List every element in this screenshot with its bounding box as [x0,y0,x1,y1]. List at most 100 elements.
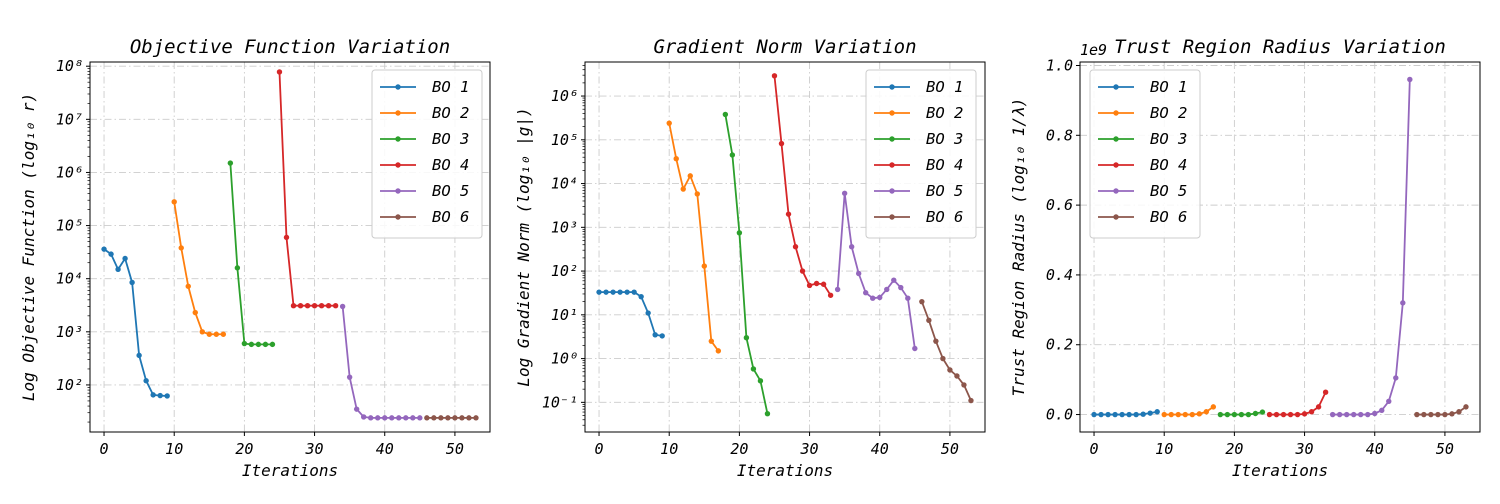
legend-label-bo5: BO 5 [1150,182,1187,200]
data-point-bo4 [827,292,834,298]
data-point-bo4 [778,140,785,147]
series-line-bo4 [773,75,832,296]
data-point-bo3 [743,335,750,341]
data-point-bo5 [382,415,388,421]
x-tick-label: 20 [235,440,253,458]
data-point-bo1 [1119,411,1125,418]
data-point-bo5 [1372,410,1378,417]
data-point-bo3 [234,265,241,271]
legend-label-bo6: BO 6 [432,208,469,226]
y-tick-label: 10⁴ [551,175,578,193]
legend-label-bo4: BO 4 [926,156,963,174]
x-tick-label: 40 [376,440,394,458]
data-point-bo3 [736,230,743,236]
data-point-bo5 [870,295,876,301]
data-point-bo6 [431,415,437,421]
data-point-bo4 [283,234,290,241]
data-point-bo2 [666,120,672,126]
data-point-bo2 [199,329,205,335]
series-line-bo1 [1094,410,1158,416]
data-point-bo2 [206,331,212,337]
y-tick-label: 10⁻¹ [542,393,578,411]
legend-label-bo3: BO 3 [1150,130,1187,148]
legend-label-bo2: BO 2 [926,104,963,122]
legend-marker-bo5 [889,188,895,194]
y-tick-label: 10⁷ [56,110,83,128]
y-tick-label: 0.8 [1046,126,1073,144]
data-point-bo1 [157,392,163,399]
axes-frame [1079,61,1481,433]
data-point-bo4 [771,73,778,79]
legend-marker-bo4 [395,162,401,168]
legend-marker-bo6 [1113,214,1119,220]
data-point-bo2 [1182,411,1188,418]
data-point-bo5 [898,284,904,291]
x-tick-label: 10 [1155,440,1173,458]
data-point-bo1 [596,289,602,295]
y-tick-label: 10⁶ [551,87,578,105]
series-line-bo1 [599,291,663,337]
data-point-bo6 [1463,404,1469,410]
legend-marker-bo5 [395,188,401,194]
legend-marker-bo3 [889,136,895,142]
data-point-bo1 [115,266,121,273]
y-tick-label: 10⁵ [56,217,83,235]
legend-marker-bo3 [1113,136,1119,142]
data-point-bo6 [1442,411,1448,418]
data-point-bo5 [884,286,890,293]
legend-label-bo3: BO 3 [926,130,963,148]
y-tick-label: 10⁸ [56,57,83,75]
series-line-bo5 [341,306,420,419]
data-point-bo2 [694,191,700,197]
legend-marker-bo6 [395,214,401,220]
y-tick-label: 10² [551,262,578,280]
data-point-bo1 [659,333,665,339]
data-point-bo3 [269,341,276,348]
data-point-bo4 [297,303,304,309]
data-point-bo4 [311,303,318,309]
legend-label-bo1: BO 1 [1150,78,1187,96]
y-offset-label: 1e9 [1080,41,1107,59]
series-line-bo1 [103,248,168,397]
data-point-bo3 [1231,411,1238,418]
data-point-bo6 [968,397,974,404]
data-point-bo6 [1414,411,1420,418]
data-point-bo5 [877,294,883,301]
data-point-bo6 [933,338,939,344]
data-point-bo6 [961,382,967,388]
y-tick-label: 0.4 [1046,266,1073,284]
data-point-bo2 [1175,411,1181,418]
data-point-bo2 [1161,411,1167,418]
x-axis-label: Iterations [242,461,338,480]
data-point-bo3 [241,340,248,347]
y-tick-label: 10¹ [551,306,578,324]
data-point-bo5 [375,415,381,421]
x-tick-label: 0 [1090,440,1099,458]
data-point-bo3 [227,160,234,166]
chart-1: 0 10 20 30 40 50 10² 10³ 10⁴ 10⁵ 10⁶ 10⁷ 10⁸ Objectiv… [19,36,491,480]
legend-label-bo1: BO 1 [926,78,963,96]
x-tick-label: 40 [871,440,889,458]
data-point-bo5 [1350,411,1357,418]
data-point-bo6 [424,415,430,421]
legend-label-bo4: BO 4 [1150,156,1187,174]
legend-marker-bo1 [1113,84,1119,90]
data-point-bo4 [1273,411,1280,418]
data-point-bo3 [1238,411,1245,418]
data-point-bo3 [1252,410,1259,417]
data-point-bo6 [954,373,960,379]
data-point-bo3 [757,378,764,384]
data-point-bo3 [764,411,771,417]
data-point-bo6 [459,415,465,421]
data-point-bo2 [708,338,715,344]
data-point-bo4 [806,282,813,289]
legend-marker-bo5 [1113,188,1119,194]
data-point-bo1 [1112,411,1118,418]
legend: BO 1 BO 2 BO 3 BO 4 BO 5 BO 6 [1089,69,1201,239]
data-point-bo1 [129,279,135,286]
legend-marker-bo2 [1113,110,1119,116]
legend-marker-bo2 [395,110,401,116]
data-point-bo3 [262,341,269,348]
series-line-bo2 [668,122,720,352]
y-axis-label: Log Objective Function (log₁₀ r) [19,93,38,401]
